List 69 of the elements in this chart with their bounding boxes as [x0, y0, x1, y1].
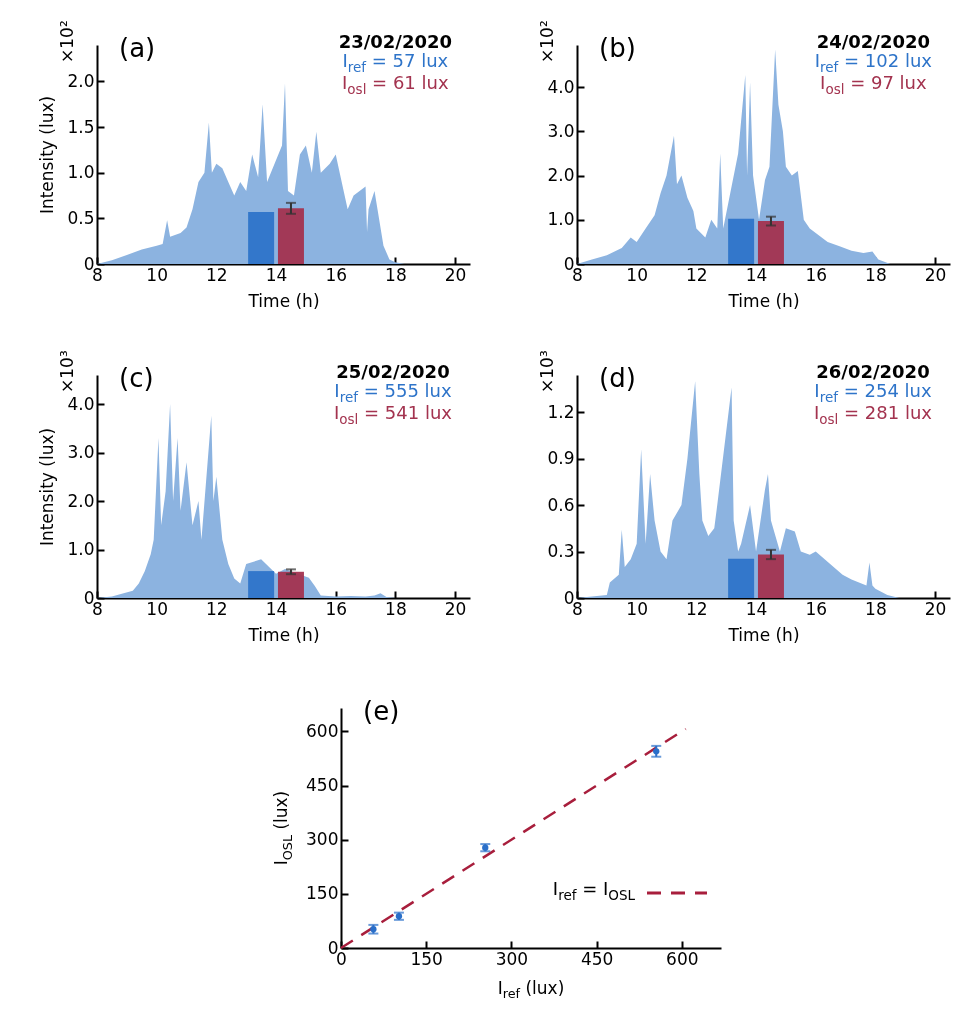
annotation: (e) — [363, 696, 400, 726]
y-tick-label: 1.5 — [67, 116, 95, 137]
y-tick-label: 1.0 — [67, 162, 95, 183]
legend-title: 23/02/2020 — [338, 31, 452, 52]
x-tick-label: 16 — [805, 264, 828, 285]
y-tick-label: 300 — [306, 829, 339, 850]
annotation: (d) — [599, 363, 636, 393]
legend-title: 24/02/2020 — [815, 31, 931, 52]
legend-title: 26/02/2020 — [815, 361, 931, 382]
x-tick-label: 18 — [865, 264, 887, 285]
text: ×10³ — [537, 350, 557, 393]
x-axis-title: Time (h) — [247, 624, 320, 645]
legend-title: 25/02/2020 — [335, 361, 451, 382]
annotation: (c) — [119, 363, 154, 393]
y-tick-label: 450 — [306, 775, 339, 796]
y-tick-label: 1.0 — [547, 209, 575, 230]
x-tick-label: 20 — [924, 598, 947, 619]
y-tick-label: 0.9 — [547, 448, 575, 469]
x-axis-title: Time (h) — [727, 624, 800, 645]
x-tick-label: 16 — [805, 598, 828, 619]
y-tick-label: 4.0 — [67, 393, 95, 414]
x-tick-label: 12 — [686, 598, 708, 619]
y-tick-label: 150 — [306, 883, 339, 904]
x-tick-label: 14 — [265, 264, 288, 285]
x-tick-label: 16 — [325, 598, 348, 619]
x-tick-label: 10 — [146, 598, 168, 619]
x-axis-title: Time (h) — [247, 290, 320, 311]
x-tick-label: 14 — [745, 264, 768, 285]
x-tick-label: 18 — [385, 598, 407, 619]
x-tick-label: 12 — [206, 264, 228, 285]
x-tick-label: 18 — [385, 264, 407, 285]
y-tick-label: 3.0 — [547, 120, 575, 141]
x-axis-title: I$_{ref}$ (lux) — [497, 978, 565, 1002]
y-axis-title: Intensity (lux) — [37, 95, 58, 215]
y-tick-label: 2.0 — [67, 490, 95, 511]
x-tick-label: 10 — [626, 598, 648, 619]
text: ×10² — [537, 20, 557, 63]
x-tick-label: 20 — [924, 264, 947, 285]
x-tick-label: 18 — [865, 598, 887, 619]
text: ×10² — [57, 20, 77, 63]
y-tick-label: 0.3 — [547, 541, 575, 562]
x-tick-label: 600 — [666, 948, 699, 969]
x-tick-label: 300 — [495, 948, 529, 969]
y-tick-label: 2.0 — [547, 165, 575, 186]
x-axis-title: Time (h) — [727, 290, 800, 311]
x-tick-label: 150 — [410, 948, 443, 969]
y-tick-label: 0.5 — [67, 207, 95, 228]
x-tick-label: 12 — [686, 264, 708, 285]
y-tick-label: 4.0 — [547, 76, 575, 97]
annotation: (a) — [119, 33, 156, 63]
y-tick-label: 0.6 — [547, 494, 575, 515]
x-tick-label: 450 — [580, 948, 614, 969]
y-tick-label: 2.0 — [67, 71, 95, 91]
legend-label: I$_{ref}$ = I$_{OSL}$ — [552, 878, 635, 903]
annotation: (b) — [599, 33, 636, 63]
x-tick-label: 10 — [626, 264, 648, 285]
x-tick-label: 14 — [265, 598, 288, 619]
y-tick-label: 600 — [306, 720, 339, 741]
y-axis-title: Intensity (lux) — [37, 427, 58, 547]
y-tick-label: 1.2 — [547, 401, 575, 422]
y-tick-label: 1.0 — [67, 539, 95, 560]
text: ×10³ — [57, 350, 77, 393]
x-tick-label: 16 — [325, 264, 348, 285]
y-tick-label: 3.0 — [67, 442, 95, 463]
x-tick-label: 10 — [146, 264, 168, 285]
x-tick-label: 20 — [444, 598, 467, 619]
x-tick-label: 12 — [206, 598, 228, 619]
x-tick-label: 14 — [745, 598, 768, 619]
x-tick-label: 20 — [444, 264, 467, 285]
